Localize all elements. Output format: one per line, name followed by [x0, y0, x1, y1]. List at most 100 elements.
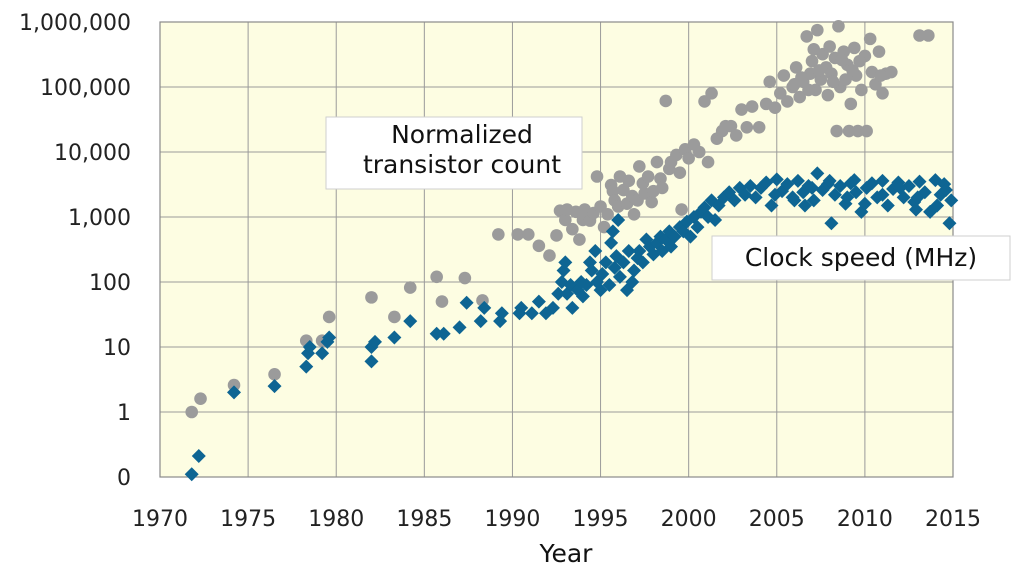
clock-point [584, 263, 599, 278]
clock-point [893, 180, 908, 195]
clock-point [322, 330, 337, 345]
transistor-point [740, 120, 754, 134]
clock-point [810, 166, 825, 181]
transistor-point [826, 75, 840, 89]
clock-point [588, 243, 603, 258]
annotation-clock-box [711, 235, 1011, 281]
clock-point [565, 300, 580, 315]
clock-point [315, 346, 330, 361]
clock-point [364, 354, 379, 369]
transistor-point [458, 271, 472, 285]
x-tick-label: 2000 [661, 507, 717, 532]
transistor-point [650, 155, 664, 169]
transistor-point [839, 73, 852, 86]
clock-point [299, 359, 314, 374]
clock-point [912, 174, 927, 189]
transistor-point [802, 83, 815, 97]
clock-point [759, 175, 774, 190]
y-axis-ticks: 0 1 10 100 1,000 10,000 100,000 1,000,000 [19, 11, 131, 491]
transistor-point [811, 23, 824, 37]
clock-point [184, 467, 199, 482]
clock-point [930, 198, 945, 213]
y-tick-label: 1 [117, 401, 131, 426]
transistor-point [793, 90, 806, 104]
clock-point [387, 330, 402, 345]
clock-point [477, 300, 492, 315]
x-tick-label: 1970 [132, 507, 188, 532]
annotation-clock: Clock speed (MHz) [711, 235, 1011, 281]
x-tick-label: 1975 [220, 507, 276, 532]
transistor-point [550, 229, 563, 242]
clock-point [602, 277, 617, 292]
clock-point [768, 187, 783, 202]
clock-point [625, 275, 640, 289]
transistor-point [807, 43, 821, 56]
transistor-point [745, 100, 759, 113]
transistor-point [795, 71, 808, 84]
transistor-point [863, 32, 877, 46]
clock-point [764, 198, 779, 213]
transistor-point [227, 378, 241, 392]
x-axis-ticks: 1970 1975 1980 1985 1990 1995 2000 2005 2010 2015 [132, 507, 981, 532]
transistor-point [830, 124, 843, 138]
y-tick-label: 10,000 [54, 141, 131, 166]
clock-point [531, 294, 546, 309]
transistor-point [641, 170, 655, 183]
clock-point [403, 314, 418, 329]
clock-point [575, 289, 590, 304]
clock-point [605, 224, 620, 239]
annotation-transistor: Normalized transistor count [325, 116, 583, 190]
transistor-point [590, 170, 604, 183]
transistor-point [543, 249, 556, 262]
clock-point [908, 202, 923, 217]
transistor-point [601, 208, 614, 221]
transistor-point [654, 172, 667, 185]
clock-point [738, 187, 753, 202]
clock-point [840, 190, 855, 205]
transistor-point [812, 64, 826, 77]
series-clock [184, 166, 959, 482]
clock-point [822, 173, 837, 188]
clock-point [769, 172, 784, 187]
x-tick-label: 1995 [573, 507, 629, 532]
clock-point [627, 263, 642, 278]
transistor-point [673, 166, 687, 180]
transistor-point [388, 310, 401, 324]
x-tick-label: 1985 [396, 507, 452, 532]
transistor-point [682, 151, 695, 165]
clock-point [473, 314, 488, 329]
clock-point [944, 193, 959, 208]
transistor-point [655, 181, 669, 195]
clock-point [616, 255, 631, 270]
clock-point [191, 449, 206, 464]
clock-point [494, 306, 509, 321]
transistor-point [842, 124, 856, 138]
clock-point [632, 243, 647, 258]
clock-point [579, 277, 594, 292]
series-transistor [185, 19, 935, 419]
transistor-point [821, 88, 835, 102]
transistor-point [511, 228, 525, 241]
clock-point [910, 190, 925, 205]
annotation-transistor-line-1: Normalized [391, 120, 533, 149]
transistor-point [853, 54, 866, 68]
transistor-point [659, 94, 673, 108]
transistor-point [194, 392, 207, 406]
transistor-point [675, 203, 688, 216]
transistor-point [851, 124, 865, 138]
y-tick-label: 0 [117, 466, 131, 491]
y-tick-label: 100,000 [40, 76, 131, 101]
clock-point [787, 193, 802, 208]
transistor-point [874, 69, 888, 82]
clock-point [607, 260, 622, 275]
transistor-point [789, 61, 803, 74]
clock-point [938, 183, 953, 198]
transistor-point [848, 41, 861, 55]
clock-point [690, 220, 705, 235]
transistor-point [781, 95, 794, 108]
transistor-point [617, 183, 630, 197]
transistor-point [435, 295, 449, 308]
transistor-point [876, 86, 889, 100]
annotation-clock-line-1: Clock speed (MHz) [745, 243, 977, 272]
